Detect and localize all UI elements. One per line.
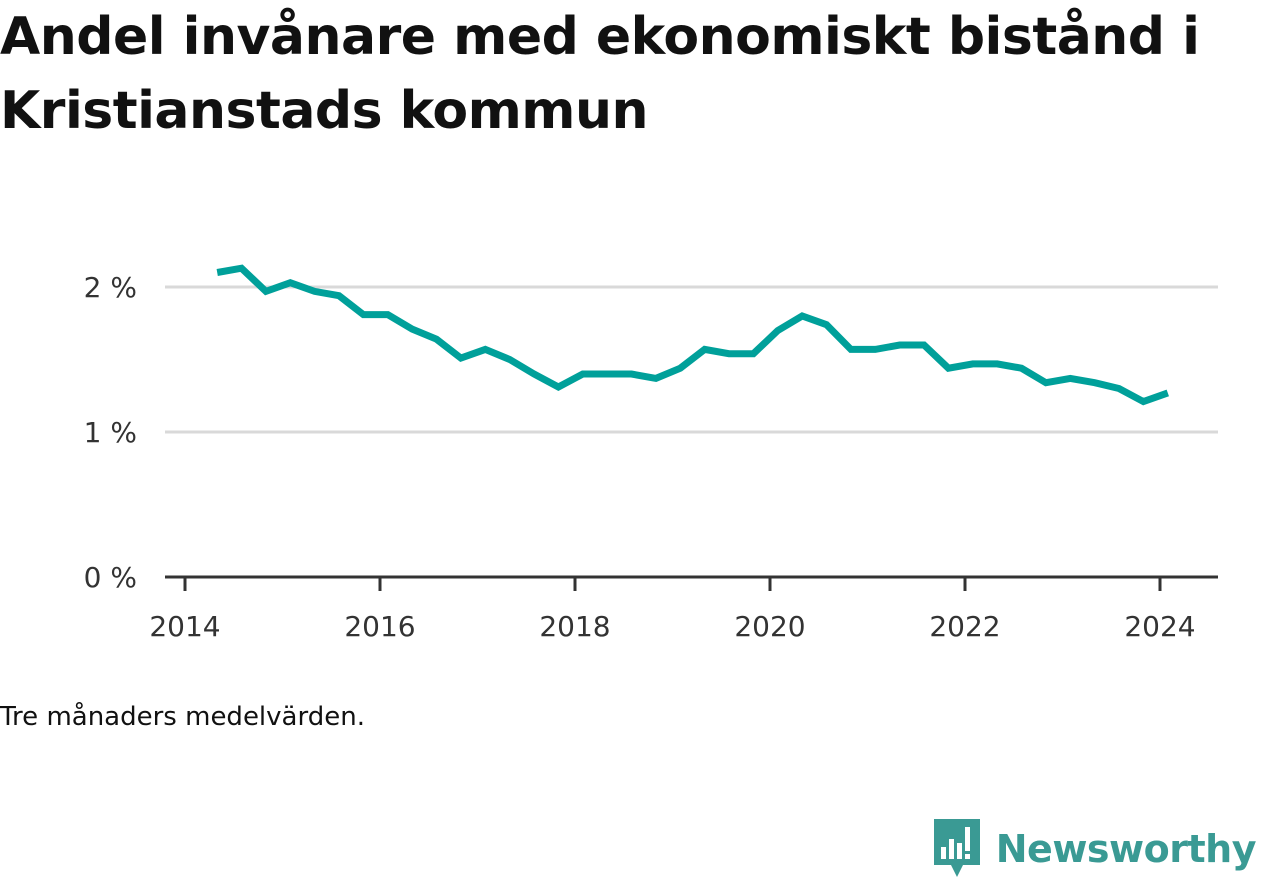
data-point [556, 385, 560, 389]
series-line [216, 264, 1169, 406]
x-tick-label: 2020 [734, 610, 805, 643]
chart-title: Andel invånare med ekonomiskt bistånd i … [0, 7, 1200, 141]
x-tick-label: 2016 [344, 610, 415, 643]
data-point [605, 372, 609, 376]
chart-footnote: Tre månaders medelvärden. [0, 702, 365, 732]
data-point [264, 289, 268, 293]
data-point [727, 352, 731, 356]
data-point [288, 281, 292, 285]
data-point [849, 347, 853, 351]
x-axis-labels: 2014 2016 2018 2020 2022 2024 [149, 610, 1195, 643]
data-point [508, 358, 512, 362]
data-point [581, 372, 585, 376]
data-point [215, 271, 219, 275]
x-tick-label: 2014 [149, 610, 220, 643]
data-point [410, 327, 414, 331]
x-tick-label: 2018 [539, 610, 610, 643]
data-point [1020, 366, 1024, 370]
data-point [337, 294, 341, 298]
gridlines [165, 285, 1218, 434]
data-point [703, 347, 707, 351]
data-point [532, 372, 536, 376]
data-point [800, 314, 804, 318]
data-point [776, 329, 780, 333]
data-point [1044, 381, 1048, 385]
data-point [678, 366, 682, 370]
brand: Newsworthy [932, 819, 1257, 879]
data-point [435, 337, 439, 341]
data-point [630, 372, 634, 376]
data-point [1068, 376, 1072, 380]
data-point [922, 343, 926, 347]
data-point [386, 313, 390, 317]
data-point [898, 343, 902, 347]
series-layer [215, 264, 1170, 406]
data-point [654, 376, 658, 380]
x-tick-label: 2022 [929, 610, 1000, 643]
data-point [971, 362, 975, 366]
y-tick-label: 0 % [84, 561, 137, 594]
data-point [751, 352, 755, 356]
data-point [240, 266, 244, 270]
data-point [825, 323, 829, 327]
x-tick-label: 2024 [1124, 610, 1195, 643]
data-point [361, 313, 365, 317]
data-point [946, 366, 950, 370]
data-point [1117, 387, 1121, 391]
data-point [1141, 400, 1145, 404]
data-point [1166, 391, 1170, 395]
data-point [459, 356, 463, 360]
data-point [313, 289, 317, 293]
bar-chart-bubble-icon [933, 819, 980, 877]
data-point [873, 347, 877, 351]
data-point [995, 362, 999, 366]
y-tick-label: 1 % [84, 416, 137, 449]
data-point [483, 347, 487, 351]
y-tick-label: 2 % [84, 271, 137, 304]
x-axis [165, 575, 1218, 591]
data-point [1093, 381, 1097, 385]
brand-name: Newsworthy [995, 827, 1257, 871]
y-axis-labels: 0 % 1 % 2 % [84, 271, 137, 594]
